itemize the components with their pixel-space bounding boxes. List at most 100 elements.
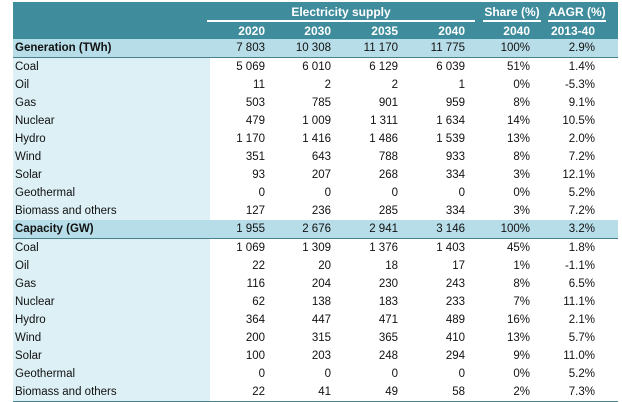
cell-value: 243 [445,278,465,290]
cell-value: 1 486 [369,133,398,145]
cell-value: 127 [245,205,265,217]
cell-value: 0 [258,187,265,199]
cell-value: 0% [513,368,530,380]
share-underline [483,20,541,22]
row-label: Biomass and others [13,202,210,220]
cell-value: 200 [245,332,265,344]
row-label: Hydro [13,130,210,148]
table-header: Electricity supply Share (%) AAGR (%) 20… [13,2,618,39]
column-header-0: 2020 [238,24,265,38]
cell-value: 1.4% [568,61,595,73]
cell-value: 3% [513,169,530,181]
cell-value: 0 [391,187,398,199]
cell-value: 233 [445,296,465,308]
row-label: Wind [13,148,210,166]
table-row: Nuclear 479 1 009 1 311 1 634 14% 10.5% [13,112,618,130]
cell-value: 1 309 [302,242,331,254]
cell-value: 294 [445,350,465,362]
cell-value: 1 403 [436,242,465,254]
cell-value: 1% [513,260,530,272]
cell-value: 351 [245,151,265,163]
cell-value: 11 [253,79,265,91]
group-header-electricity-supply: Electricity supply [291,5,391,19]
column-header-3: 2040 [438,24,465,38]
table-row: Geothermal 0 0 0 0 0% 5.2% [13,365,618,383]
cell-value: 0 [324,187,331,199]
row-label: Generation (TWh) [15,42,112,54]
cell-value: 959 [445,97,465,109]
cell-value: 6.5% [568,278,595,290]
cell-value: 489 [445,314,465,326]
cell-value: 0% [513,187,530,199]
cell-value: 6 129 [369,61,398,73]
cell-value: 1 539 [436,133,465,145]
column-header-2: 2035 [371,24,398,38]
cell-value: 364 [245,314,265,326]
cell-value: 248 [378,350,398,362]
cell-value: 11 775 [430,42,465,54]
cell-value: 116 [246,278,265,290]
cell-value: 6 010 [302,61,331,73]
table-row: Biomass and others 127 236 285 334 3% 7.2% [13,202,618,220]
cell-value: 2 [324,79,331,91]
cell-value: 17 [452,260,465,272]
cell-value: 503 [245,97,265,109]
row-label: Gas [13,275,210,293]
group-header-share: Share (%) [484,5,540,19]
cell-value: 788 [378,151,398,163]
cell-value: 41 [318,386,331,398]
cell-value: 7.2% [568,205,595,217]
cell-value: 230 [378,278,398,290]
cell-value: 2% [513,386,530,398]
row-label: Nuclear [13,293,210,311]
table-row: Biomass and others 22 41 49 58 2% 7.3% [13,383,618,401]
cell-value: 16% [506,314,530,326]
table-row: Coal 5 069 6 010 6 129 6 039 51% 1.4% [13,58,618,76]
cell-value: 447 [311,314,331,326]
cell-value: 45% [506,242,530,254]
cell-value: 11 170 [363,42,398,54]
cell-value: 1 634 [436,115,465,127]
cell-value: 479 [245,115,265,127]
cell-value: 365 [378,332,398,344]
cell-value: 0 [391,368,398,380]
cell-value: 5 069 [236,61,265,73]
cell-value: 2 941 [369,223,398,235]
cell-value: 22 [252,386,265,398]
cell-value: 138 [311,296,331,308]
row-label: Solar [13,166,210,184]
table-row: Solar 93 207 268 334 3% 12.1% [13,166,618,184]
cell-value: 2.0% [568,133,595,145]
table-row: Nuclear 62 138 183 233 7% 11.1% [13,293,618,311]
cell-value: 7% [513,296,530,308]
table-row: Geothermal 0 0 0 0 0% 5.2% [13,184,618,202]
row-label: Wind [13,329,210,347]
group-underline [207,20,475,22]
table-row: Coal 1 069 1 309 1 376 1 403 45% 1.8% [13,239,618,257]
cell-value: 204 [311,278,331,290]
cell-value: 8% [513,278,530,290]
section-header-row: Capacity (GW) 1 955 2 676 2 941 3 146 100% 3.2… [13,220,618,239]
section-header-row: Generation (TWh) 7 803 10 308 11 170 11 775 1… [13,39,618,58]
row-label: Hydro [13,311,210,329]
electricity-supply-table: Electricity supply Share (%) AAGR (%) 20… [13,2,618,402]
cell-value: 643 [311,151,331,163]
cell-value: 58 [452,386,465,398]
table-row: Gas 503 785 901 959 8% 9.1% [13,94,618,112]
cell-value: 1 311 [370,115,398,127]
row-label: Nuclear [13,112,210,130]
row-label: Coal [13,58,210,76]
row-label: Coal [13,239,210,257]
row-label: Gas [13,94,210,112]
cell-value: 7.2% [568,151,595,163]
cell-value: 1 [458,79,465,91]
row-label: Geothermal [13,365,210,383]
cell-value: 7 803 [236,42,265,54]
cell-value: 10.5% [562,115,595,127]
row-label: Capacity (GW) [15,223,94,235]
cell-value: 10 308 [295,42,331,54]
cell-value: 3.2% [568,223,595,235]
cell-value: 933 [445,151,465,163]
column-header-1: 2030 [304,24,331,38]
cell-value: -5.3% [564,79,595,91]
